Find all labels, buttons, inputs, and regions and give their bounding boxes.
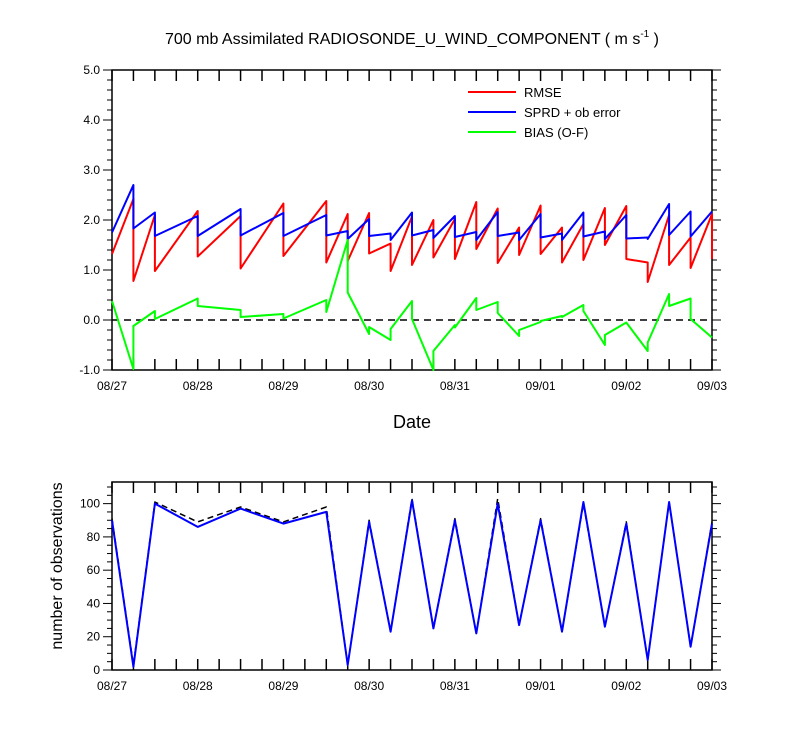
series-line-0	[111, 497, 713, 666]
observations-chart: 08/27 08/28 08/29 08/30 08/31 09/01 09/02 09/03…	[49, 481, 727, 693]
x-tick-label: 09/02	[611, 679, 641, 693]
top-chart: 08/27 08/28 08/29 08/30 08/31 09/01 09/02 09/03…	[79, 29, 727, 432]
x-tick-label: 08/27	[97, 379, 127, 393]
y-tick-label: 0	[93, 663, 100, 677]
y-tick-label: 4.0	[83, 113, 100, 127]
x-tick-label: 09/01	[526, 679, 556, 693]
y-tick-label: 100	[80, 497, 100, 511]
x-tick-label: 09/03	[697, 379, 727, 393]
x-tick-label: 08/28	[183, 679, 213, 693]
chart-title: 700 mb Assimilated RADIOSONDE_U_WIND_COM…	[165, 29, 659, 48]
x-tick-label: 08/28	[183, 379, 213, 393]
x-tick-label: 08/30	[354, 679, 384, 693]
series-line-1	[111, 499, 713, 668]
x-tick-label: 08/27	[97, 679, 127, 693]
y-tick-label: 1.0	[83, 263, 100, 277]
y-tick-label: 5.0	[83, 63, 100, 77]
x-tick-label: 09/01	[526, 379, 556, 393]
y-tick-label: -1.0	[79, 363, 100, 377]
legend-label: RMSE	[524, 85, 562, 100]
chart-title-superscript: -1	[640, 29, 649, 40]
x-tick-label: 08/29	[268, 679, 298, 693]
series-line-rmse	[111, 198, 713, 283]
y-tick-label: 80	[87, 530, 101, 544]
y-tick-label: 40	[87, 596, 101, 610]
chart-title-text: 700 mb Assimilated RADIOSONDE_U_WIND_COM…	[165, 31, 640, 48]
x-tick-label: 08/29	[268, 379, 298, 393]
y-axis-title: number of observations	[49, 482, 66, 649]
x-tick-label: 08/31	[440, 379, 470, 393]
x-tick-label: 08/31	[440, 679, 470, 693]
x-tick-label: 08/30	[354, 379, 384, 393]
x-axis-title: Date	[393, 412, 431, 432]
y-tick-label: 2.0	[83, 213, 100, 227]
plot-frame	[111, 481, 713, 671]
chart-title-suffix: )	[649, 31, 659, 48]
y-tick-label: 20	[87, 630, 101, 644]
x-tick-label: 09/02	[611, 379, 641, 393]
y-tick-label: 0.0	[83, 313, 100, 327]
legend-label: BIAS (O-F)	[524, 125, 588, 140]
y-tick-label: 60	[87, 563, 101, 577]
y-tick-label: 3.0	[83, 163, 100, 177]
x-tick-label: 09/03	[697, 679, 727, 693]
series-line-bias-o-f	[111, 239, 713, 371]
legend-label: SPRD + ob error	[524, 105, 621, 120]
series-line-sprd-ob-error	[111, 184, 713, 241]
